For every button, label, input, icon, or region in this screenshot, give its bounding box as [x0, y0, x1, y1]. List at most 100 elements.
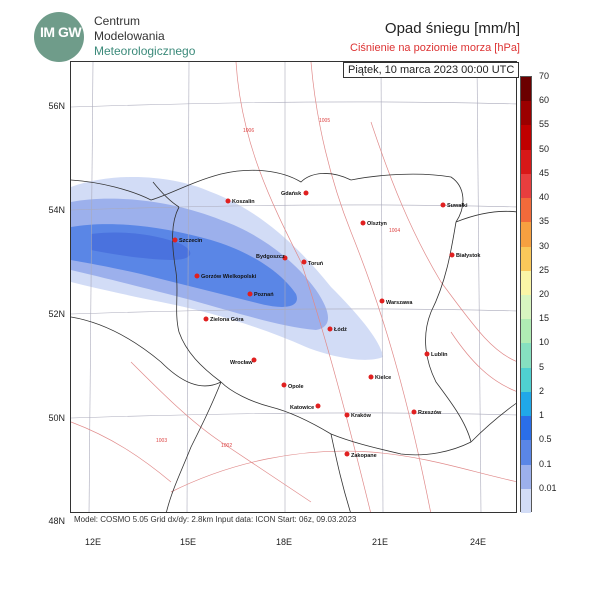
lat-label: 50N [48, 413, 65, 423]
colorbar-label: 35 [539, 216, 550, 227]
svg-text:Lublin: Lublin [431, 352, 448, 358]
colorbar-segment [521, 222, 531, 247]
colorbar-segment [521, 246, 531, 271]
svg-text:Gorzów Wielkopolski: Gorzów Wielkopolski [201, 274, 257, 280]
graticule [71, 62, 516, 512]
city-rzeszow: Rzeszów [411, 409, 442, 416]
colorbar-label: 25 [539, 264, 550, 275]
colorbar-label: 50 [539, 143, 550, 154]
colorbar-segment [521, 198, 531, 223]
city-zielona-gora: Zielona Góra [203, 316, 245, 323]
colorbar-label: 2 [539, 385, 545, 396]
lat-label: 48N [48, 516, 65, 526]
colorbar-segment [521, 101, 531, 126]
svg-text:Gdańsk: Gdańsk [281, 191, 302, 197]
isobar-label: 1003 [156, 438, 167, 444]
colorbar-label: 45 [539, 167, 550, 178]
isobar-labels: 1006 1005 1004 1003 1002 [156, 118, 400, 449]
isobars [71, 62, 516, 512]
svg-text:Rzeszów: Rzeszów [418, 410, 442, 416]
snow-band-core [91, 232, 191, 260]
svg-text:Białystok: Białystok [456, 253, 481, 259]
svg-text:Bydgoszcz: Bydgoszcz [256, 254, 285, 260]
lon-label: 15E [180, 537, 197, 547]
colorbar-segment [521, 125, 531, 150]
city-warszawa: Warszawa [379, 298, 413, 306]
svg-text:Koszalin: Koszalin [232, 199, 255, 205]
map-subtitle: Ciśnienie na poziomie morza [hPa] [350, 42, 520, 54]
city-katowice: Katowice [290, 403, 321, 411]
lon-label: 18E [276, 537, 293, 547]
colorbar-label: 1 [539, 410, 545, 421]
colorbar-segment [521, 488, 531, 513]
svg-text:Poznań: Poznań [254, 292, 274, 298]
colorbar-segment [521, 440, 531, 465]
city-szczecin: Szczecin [172, 237, 203, 244]
date-label: Piątek, 10 marca 2023 00:00 UTC [343, 62, 520, 78]
isobar-label: 1006 [243, 128, 254, 134]
city-gorzow: Gorzów Wielkopolski [194, 273, 257, 280]
city-wroclaw: Wrocław [230, 357, 257, 366]
org-line-2: Modelowania [94, 29, 165, 43]
city-bialystok: Białystok [449, 252, 481, 259]
city-gdansk: Gdańsk [281, 190, 309, 197]
imgw-logo [34, 12, 84, 62]
colorbar-label: 0.5 [539, 434, 552, 445]
isobar-label: 1005 [319, 118, 330, 124]
isobar-label: 1004 [389, 228, 400, 234]
org-name: Centrum Modelowania Meteorologicznego [94, 14, 195, 59]
city-lodz: Łódź [327, 326, 347, 333]
lat-label: 56N [48, 101, 65, 111]
colorbar-label: 40 [539, 192, 550, 203]
colorbar-label: 60 [539, 95, 550, 106]
isobar-label: 1002 [221, 443, 232, 449]
city-suwalki: Suwałki [440, 202, 468, 209]
colorbar-segment [521, 319, 531, 344]
svg-text:Toruń: Toruń [308, 261, 324, 267]
colorbar-label: 70 [539, 71, 550, 81]
svg-text:Kielce: Kielce [375, 375, 391, 381]
imgw-logo-text: IM GW [40, 24, 82, 40]
colorbar-segment [521, 343, 531, 368]
colorbar-segment [521, 416, 531, 441]
colorbar-label: 30 [539, 240, 550, 251]
colorbar-segment [521, 77, 531, 102]
city-bydgoszcz: Bydgoszcz [256, 254, 288, 261]
city-krakow: Kraków [344, 412, 372, 419]
colorbar-segment [521, 173, 531, 199]
colorbar-segment [521, 464, 531, 489]
city-markers: Koszalin Gdańsk Suwałki Szczecin Olsztyn… [172, 190, 481, 459]
svg-text:Olsztyn: Olsztyn [367, 221, 388, 227]
model-info: Model: COSMO 5.05 Grid dx/dy: 2.8km Inpu… [74, 515, 357, 524]
colorbar-label: 10 [539, 337, 550, 348]
map-panel[interactable]: Koszalin Gdańsk Suwałki Szczecin Olsztyn… [70, 61, 517, 513]
map-svg: Koszalin Gdańsk Suwałki Szczecin Olsztyn… [71, 62, 516, 512]
city-olsztyn: Olsztyn [360, 220, 388, 227]
svg-text:Zakopane: Zakopane [351, 453, 377, 459]
lon-label: 24E [470, 537, 487, 547]
svg-text:Łódź: Łódź [334, 327, 347, 333]
colorbar-label: 15 [539, 313, 550, 324]
borders [71, 169, 516, 512]
colorbar-label: 0.1 [539, 458, 552, 469]
city-torun: Toruń [301, 259, 324, 267]
colorbar-label: 20 [539, 289, 550, 299]
colorbar [520, 76, 532, 513]
colorbar-segment [521, 391, 531, 417]
colorbar-segment [521, 149, 531, 174]
svg-text:Zielona Góra: Zielona Góra [210, 317, 245, 323]
svg-text:Kraków: Kraków [351, 413, 372, 419]
org-line-3: Meteorologicznego [94, 44, 196, 58]
city-koszalin: Koszalin [225, 198, 255, 205]
lon-label: 21E [372, 537, 389, 547]
org-line-1: Centrum [94, 14, 141, 28]
city-kielce: Kielce [368, 374, 391, 381]
colorbar-segment [521, 367, 531, 392]
colorbar-segment [521, 294, 531, 320]
city-zakopane: Zakopane [344, 451, 377, 459]
map-title: Opad śniegu [mm/h] [384, 20, 520, 37]
colorbar-label: 5 [539, 361, 545, 372]
city-opole: Opole [281, 382, 304, 390]
svg-text:Suwałki: Suwałki [447, 203, 468, 209]
colorbar-label: 55 [539, 119, 550, 130]
